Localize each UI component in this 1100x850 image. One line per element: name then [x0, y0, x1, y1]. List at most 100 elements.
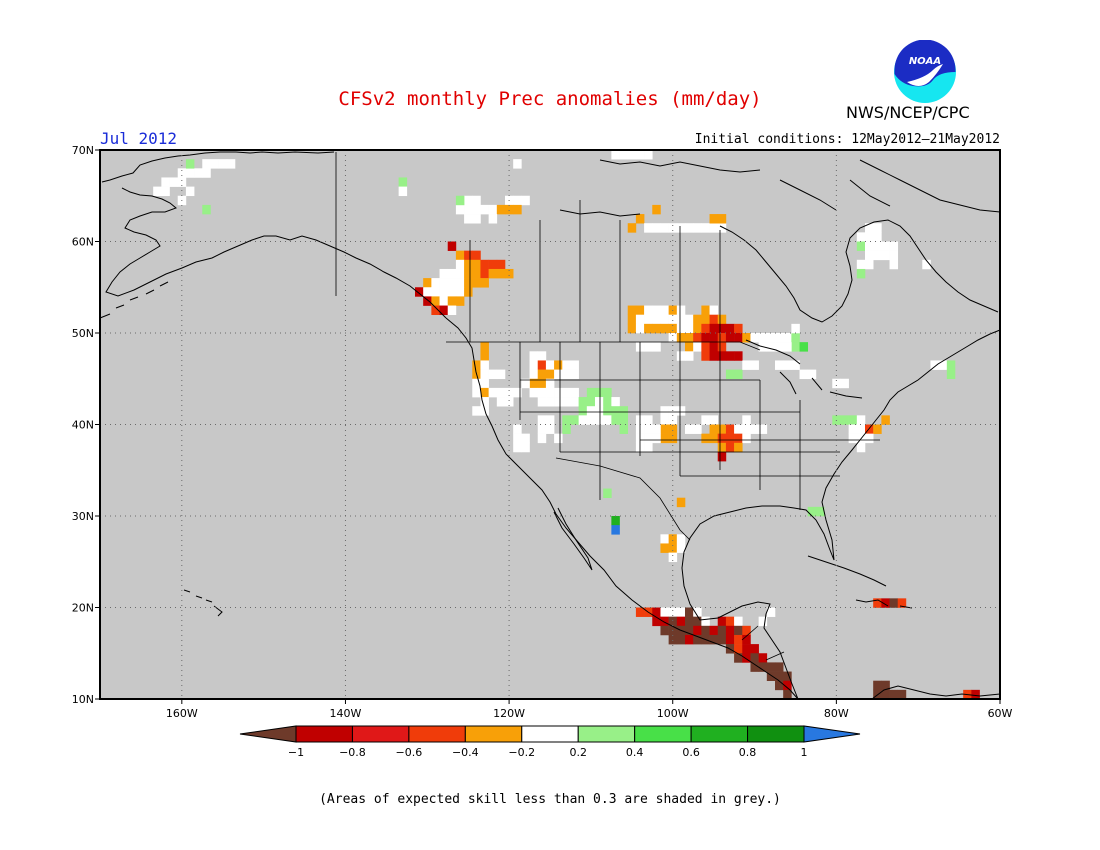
- anomaly-cell: [537, 360, 547, 370]
- anomaly-cell: [472, 278, 481, 288]
- anomaly-cell: [693, 323, 702, 334]
- anomaly-cell: [488, 387, 498, 398]
- anomaly-cell: [480, 204, 489, 215]
- anomaly-cell: [586, 397, 596, 407]
- anomaly-cell: [766, 607, 776, 617]
- anomaly-cell: [717, 323, 727, 334]
- anomaly-cell: [717, 634, 727, 645]
- anomaly-cell: [701, 314, 710, 325]
- anomaly-cell: [701, 433, 710, 444]
- anomaly-cell: [856, 268, 866, 279]
- anomaly-cell: [873, 232, 882, 242]
- anomaly-cell: [644, 424, 653, 434]
- anomaly-cell: [202, 168, 211, 178]
- anomaly-cell: [439, 296, 449, 306]
- anomaly-cell: [480, 378, 489, 389]
- anomaly-cell: [865, 433, 874, 444]
- anomaly-cell: [889, 598, 899, 608]
- anomaly-cell: [570, 360, 579, 370]
- anomaly-cell: [791, 323, 800, 334]
- anomaly-cell: [734, 634, 743, 645]
- anomaly-cell: [717, 333, 727, 343]
- anomaly-cell: [668, 543, 678, 553]
- lat-tick-label: 20N: [72, 602, 94, 615]
- anomaly-cell: [701, 616, 710, 627]
- anomaly-cell: [488, 268, 498, 279]
- anomaly-cell: [791, 333, 800, 343]
- anomaly-cell: [562, 387, 571, 398]
- anomaly-cell: [685, 342, 694, 352]
- anomaly-cell: [742, 424, 751, 434]
- anomaly-cell: [537, 433, 547, 444]
- anomaly-cell: [644, 323, 653, 334]
- anomaly-cell: [545, 397, 555, 407]
- border-canada-us: [335, 152, 761, 351]
- anomaly-cell: [464, 214, 473, 224]
- anomaly-cell: [668, 616, 678, 627]
- anomaly-cell: [488, 369, 498, 380]
- anomaly-cell: [783, 671, 792, 681]
- anomaly-cell: [717, 223, 727, 233]
- anomaly-cell: [668, 607, 678, 617]
- anomaly-cell: [709, 625, 719, 636]
- anomaly-cell: [464, 259, 473, 270]
- anomaly-cell: [578, 415, 588, 425]
- anomaly-cell: [554, 433, 563, 444]
- anomaly-cell: [545, 387, 555, 398]
- anomaly-cell: [685, 323, 694, 334]
- anomaly-cell: [472, 214, 481, 224]
- colorbar-label: 0.2: [569, 746, 587, 759]
- anomaly-cell: [480, 387, 489, 398]
- anomaly-cell: [742, 333, 751, 343]
- anomaly-cell: [693, 607, 702, 617]
- anomaly-cell: [725, 433, 735, 444]
- anomaly-cell: [758, 616, 768, 627]
- coastlines: [99, 151, 1001, 700]
- coastline-hudson-bay: [719, 219, 999, 323]
- anomaly-cell: [750, 360, 759, 370]
- anomaly-cell: [611, 406, 620, 416]
- anomaly-cell: [513, 195, 522, 206]
- anomaly-cell: [529, 360, 539, 370]
- anomaly-cell: [447, 296, 457, 306]
- anomaly-cell: [676, 616, 686, 627]
- anomaly-cell: [660, 543, 669, 553]
- anomaly-cell: [226, 159, 236, 169]
- anomaly-cell: [619, 424, 629, 434]
- anomaly-cell: [644, 433, 653, 444]
- coastline-west-us: [445, 317, 799, 700]
- anomaly-cell: [537, 369, 547, 380]
- anomaly-cell: [455, 195, 465, 206]
- anomaly-cell: [595, 397, 604, 407]
- anomaly-cell: [881, 415, 890, 425]
- anomaly-cell: [210, 159, 219, 169]
- anomaly-cell: [873, 680, 882, 691]
- anomaly-cell: [537, 424, 547, 434]
- anomaly-cell: [439, 268, 449, 279]
- anomaly-cell: [865, 223, 874, 233]
- anomaly-cell: [734, 653, 743, 663]
- coastline-hawaii: [183, 589, 223, 617]
- anomaly-cell: [693, 314, 702, 325]
- anomaly-cell: [513, 442, 522, 453]
- anomaly-cell: [627, 314, 637, 325]
- anomaly-cell: [840, 378, 849, 389]
- anomaly-cell: [439, 278, 449, 288]
- colorbar-label: −1: [288, 746, 304, 759]
- anomaly-cell: [693, 342, 702, 352]
- anomaly-cell: [693, 333, 702, 343]
- anomaly-cell: [652, 424, 661, 434]
- anomaly-cell: [676, 607, 686, 617]
- anomaly-cell: [676, 543, 686, 553]
- anomaly-cell: [717, 625, 727, 636]
- anomaly-cell: [709, 333, 719, 343]
- anomaly-cell: [660, 625, 669, 636]
- colorbar-segment: [295, 725, 353, 743]
- colorbar-label: −0.4: [452, 746, 479, 759]
- anomaly-cell: [873, 424, 882, 434]
- lon-tick-label: 140W: [330, 707, 362, 720]
- anomaly-cell: [652, 607, 661, 617]
- anomaly-cell: [513, 159, 522, 169]
- anomaly-cell: [480, 268, 489, 279]
- anomaly-cell: [480, 397, 489, 407]
